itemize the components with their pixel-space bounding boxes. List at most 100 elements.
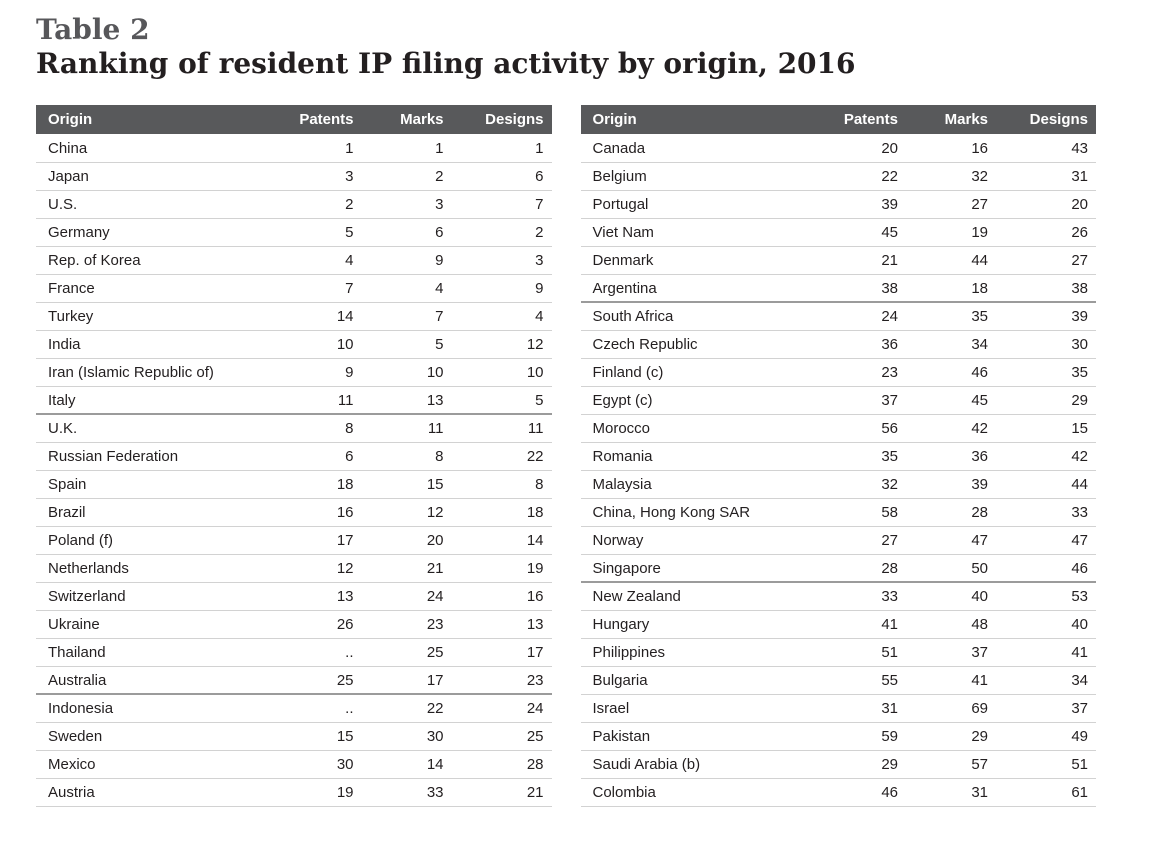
marks-cell: 20 xyxy=(361,526,452,555)
table-row: Sweden 15 30 25 xyxy=(36,722,552,751)
origin-cell: India xyxy=(36,330,254,359)
patents-cell: 38 xyxy=(798,274,906,304)
table-row: Israel 31 69 37 xyxy=(580,694,1096,723)
origin-cell: Pakistan xyxy=(580,722,798,751)
marks-cell: 32 xyxy=(906,162,996,191)
designs-cell: 6 xyxy=(451,162,552,191)
patents-cell: 17 xyxy=(253,526,362,555)
table-row: Pakistan 59 29 49 xyxy=(580,722,1096,751)
patents-cell: 36 xyxy=(798,330,906,359)
marks-cell: 12 xyxy=(361,498,452,527)
marks-cell: 8 xyxy=(361,442,452,471)
patents-cell: 6 xyxy=(253,442,362,471)
patents-cell: 2 xyxy=(253,190,362,219)
patents-cell: 7 xyxy=(253,274,362,303)
marks-cell: 35 xyxy=(906,302,996,331)
origin-cell: Belgium xyxy=(580,162,798,191)
origin-cell: Viet Nam xyxy=(580,218,798,247)
page-title: Ranking of resident IP filing activity b… xyxy=(36,47,856,81)
table-row: Japan 3 2 6 xyxy=(36,162,552,191)
patents-cell: 27 xyxy=(798,526,906,555)
patents-cell: 56 xyxy=(798,414,906,443)
origin-cell: Rep. of Korea xyxy=(36,246,254,275)
patents-cell: 1 xyxy=(253,134,362,163)
patents-cell: 26 xyxy=(253,610,362,639)
designs-cell: 41 xyxy=(996,638,1096,667)
table-row: U.S. 2 3 7 xyxy=(36,190,552,219)
marks-cell: 17 xyxy=(361,666,452,696)
origin-cell: Turkey xyxy=(36,302,254,331)
table-row: Morocco 56 42 15 xyxy=(580,414,1096,443)
marks-cell: 31 xyxy=(906,778,996,807)
table-row: Thailand.. 25 17 xyxy=(36,638,552,667)
designs-cell: 10 xyxy=(451,358,552,387)
ranking-table-left: Origin Patents Marks Designs China 1 1 1 Japan 3… xyxy=(36,105,552,807)
designs-cell: 44 xyxy=(996,470,1096,499)
marks-cell: 47 xyxy=(906,526,996,555)
marks-cell: 36 xyxy=(906,442,996,471)
origin-cell: Spain xyxy=(36,470,254,499)
origin-cell: Austria xyxy=(36,778,254,807)
origin-cell: Egypt (c) xyxy=(580,386,798,415)
designs-cell: 17 xyxy=(451,638,552,667)
column-header-origin: Origin xyxy=(36,105,254,135)
table-row: Germany 5 6 2 xyxy=(36,218,552,247)
designs-cell: 49 xyxy=(996,722,1096,751)
patents-cell: 33 xyxy=(798,582,906,611)
table-header: Origin Patents Marks Designs xyxy=(36,105,552,135)
designs-cell: 26 xyxy=(996,218,1096,247)
column-header-origin: Origin xyxy=(580,105,798,135)
marks-cell: 13 xyxy=(361,386,452,416)
patents-cell: 14 xyxy=(253,302,362,331)
column-header-designs: Designs xyxy=(451,105,552,135)
origin-cell: Switzerland xyxy=(36,582,254,611)
patents-cell: 31 xyxy=(798,694,906,723)
marks-cell: 41 xyxy=(906,666,996,695)
table-row: Norway 27 47 47 xyxy=(580,526,1096,555)
marks-cell: 1 xyxy=(361,134,452,163)
marks-cell: 5 xyxy=(361,330,452,359)
table-header: Origin Patents Marks Designs xyxy=(580,105,1096,135)
marks-cell: 11 xyxy=(361,414,452,443)
designs-cell: 5 xyxy=(451,386,552,416)
table-row: Hungary 41 48 40 xyxy=(580,610,1096,639)
origin-cell: Colombia xyxy=(580,778,798,807)
origin-cell: France xyxy=(36,274,254,303)
marks-cell: 9 xyxy=(361,246,452,275)
origin-cell: Morocco xyxy=(580,414,798,443)
origin-cell: Poland (f) xyxy=(36,526,254,555)
patents-cell: 16 xyxy=(253,498,362,527)
patents-cell: 35 xyxy=(798,442,906,471)
table-row: Finland (c) 23 46 35 xyxy=(580,358,1096,387)
marks-cell: 10 xyxy=(361,358,452,387)
origin-cell: Bulgaria xyxy=(580,666,798,695)
tables-container: Origin Patents Marks Designs China 1 1 1 Japan 3… xyxy=(36,105,1096,807)
patents-cell: 13 xyxy=(253,582,362,611)
table-row: Egypt (c) 37 45 29 xyxy=(580,386,1096,415)
designs-cell: 29 xyxy=(996,386,1096,415)
table-row: Poland (f) 17 20 14 xyxy=(36,526,552,555)
patents-cell: 30 xyxy=(253,750,362,779)
origin-cell: South Africa xyxy=(580,302,798,331)
table-row: Argentina 38 18 38 xyxy=(580,274,1096,304)
origin-cell: Japan xyxy=(36,162,254,191)
designs-cell: 19 xyxy=(451,554,552,583)
table-row: Mexico 30 14 28 xyxy=(36,750,552,779)
table-row: Austria 19 33 21 xyxy=(36,778,552,807)
table-row: Viet Nam 45 19 26 xyxy=(580,218,1096,247)
marks-cell: 29 xyxy=(906,722,996,751)
designs-cell: 51 xyxy=(996,750,1096,779)
marks-cell: 50 xyxy=(906,554,996,584)
origin-cell: China xyxy=(36,134,254,163)
origin-cell: Brazil xyxy=(36,498,254,527)
origin-cell: Ukraine xyxy=(36,610,254,639)
designs-cell: 15 xyxy=(996,414,1096,443)
patents-cell: .. xyxy=(253,694,362,723)
patents-cell: 22 xyxy=(798,162,906,191)
table-row: Russian Federation 6 8 22 xyxy=(36,442,552,471)
origin-cell: Romania xyxy=(580,442,798,471)
patents-cell: 11 xyxy=(253,386,362,416)
designs-cell: 1 xyxy=(451,134,552,163)
origin-cell: Iran (Islamic Republic of) xyxy=(36,358,254,387)
